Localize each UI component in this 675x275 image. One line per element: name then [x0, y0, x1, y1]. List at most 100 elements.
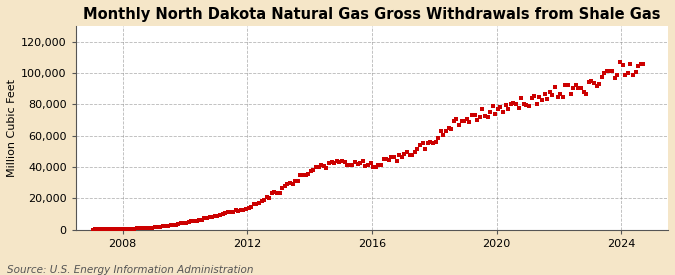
Point	[513, 106, 524, 111]
Point	[243, 206, 254, 210]
Point	[191, 219, 202, 223]
Point	[155, 224, 165, 229]
Point	[254, 200, 265, 205]
Point	[539, 92, 550, 96]
Point	[420, 147, 431, 151]
Point	[116, 227, 127, 231]
Point	[568, 85, 578, 90]
Point	[378, 157, 389, 162]
Point	[392, 158, 402, 163]
Point	[269, 190, 280, 195]
Point	[456, 118, 467, 123]
Point	[256, 198, 267, 203]
Point	[558, 95, 568, 99]
Point	[251, 202, 262, 206]
Point	[542, 97, 553, 102]
Point	[472, 118, 483, 122]
Point	[402, 149, 412, 154]
Point	[487, 104, 498, 108]
Point	[425, 140, 436, 145]
Point	[199, 216, 210, 220]
Title: Monthly North Dakota Natural Gas Gross Withdrawals from Shale Gas: Monthly North Dakota Natural Gas Gross W…	[83, 7, 661, 22]
Point	[238, 208, 248, 212]
Point	[604, 69, 615, 73]
Point	[121, 227, 132, 231]
Point	[316, 163, 327, 167]
Point	[277, 185, 288, 190]
Point	[344, 163, 355, 167]
Point	[409, 150, 420, 155]
Point	[279, 184, 290, 188]
Point	[381, 157, 392, 162]
Point	[617, 63, 628, 67]
Point	[168, 223, 179, 227]
Point	[560, 83, 571, 87]
Point	[170, 222, 181, 227]
Point	[337, 158, 348, 163]
Point	[298, 172, 308, 177]
Point	[545, 90, 556, 94]
Point	[547, 93, 558, 97]
Point	[610, 76, 620, 81]
Point	[126, 227, 137, 231]
Point	[178, 221, 189, 225]
Point	[202, 216, 213, 221]
Point	[531, 102, 542, 106]
Point	[443, 125, 454, 130]
Point	[147, 226, 158, 230]
Point	[136, 226, 147, 230]
Point	[207, 215, 217, 219]
Point	[340, 160, 350, 164]
Point	[334, 160, 345, 164]
Point	[446, 127, 456, 131]
Point	[597, 75, 608, 79]
Point	[638, 62, 649, 66]
Point	[350, 160, 360, 164]
Point	[217, 211, 228, 216]
Point	[612, 73, 623, 78]
Point	[485, 110, 495, 114]
Point	[601, 69, 612, 73]
Point	[578, 90, 589, 94]
Point	[108, 227, 119, 232]
Point	[233, 209, 244, 213]
Point	[632, 64, 643, 68]
Point	[506, 102, 516, 107]
Point	[186, 219, 197, 224]
Point	[194, 218, 205, 222]
Point	[469, 113, 480, 117]
Point	[355, 161, 366, 166]
Point	[308, 168, 319, 173]
Point	[163, 224, 173, 228]
Point	[222, 210, 233, 214]
Point	[152, 225, 163, 229]
Point	[490, 112, 501, 116]
Point	[101, 227, 111, 232]
Point	[591, 84, 602, 88]
Point	[371, 165, 381, 170]
Point	[508, 101, 519, 106]
Point	[323, 161, 334, 166]
Point	[176, 221, 186, 226]
Point	[342, 163, 352, 167]
Point	[103, 227, 113, 232]
Point	[95, 227, 106, 232]
Point	[134, 226, 145, 230]
Point	[157, 224, 168, 229]
Point	[90, 227, 101, 232]
Point	[303, 172, 314, 177]
Point	[459, 119, 470, 123]
Point	[227, 209, 238, 214]
Point	[272, 191, 283, 195]
Point	[466, 112, 477, 117]
Point	[150, 225, 161, 230]
Point	[555, 92, 566, 96]
Point	[628, 73, 639, 77]
Point	[267, 191, 277, 195]
Point	[181, 221, 192, 225]
Point	[306, 169, 317, 174]
Point	[368, 165, 379, 169]
Point	[573, 86, 584, 90]
Point	[326, 160, 337, 164]
Point	[430, 140, 441, 144]
